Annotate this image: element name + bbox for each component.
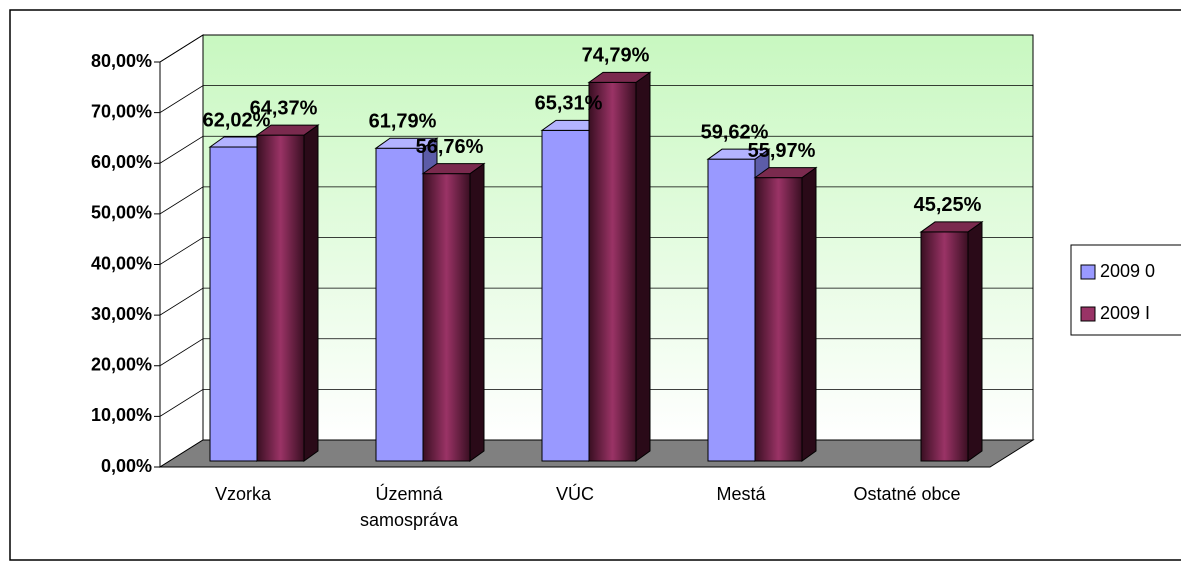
y-tick-label: 60,00% xyxy=(91,152,152,172)
data-label: 55,97% xyxy=(748,140,816,162)
data-label: 56,76% xyxy=(416,136,484,158)
y-tick-label: 70,00% xyxy=(91,101,152,121)
bar-front xyxy=(707,158,756,462)
data-label: 45,25% xyxy=(914,194,982,216)
bar-front xyxy=(588,81,637,462)
bar-top xyxy=(919,221,984,233)
bar-side xyxy=(469,162,485,462)
bar xyxy=(255,124,320,462)
bar-front xyxy=(375,147,424,462)
bar xyxy=(587,71,652,462)
bar-front xyxy=(256,134,305,462)
legend-label: 2009 0 xyxy=(1100,261,1155,281)
bar xyxy=(919,220,984,462)
grid-line xyxy=(159,85,1033,113)
bar-front xyxy=(541,129,590,462)
grid-line xyxy=(159,34,1033,63)
bar-side xyxy=(635,71,651,462)
bar-top xyxy=(421,163,486,175)
bar xyxy=(753,166,818,462)
bar-side xyxy=(801,166,817,462)
data-label: 62,02% xyxy=(203,109,271,131)
data-label: 61,79% xyxy=(369,110,437,132)
y-tick-label: 50,00% xyxy=(91,203,152,223)
bar-top xyxy=(255,124,320,136)
data-label: 59,62% xyxy=(701,121,769,143)
data-label: 65,31% xyxy=(535,93,603,115)
grid-line xyxy=(159,135,1033,164)
legend-label: 2009 I xyxy=(1100,303,1150,323)
y-tick-label: 80,00% xyxy=(91,51,152,71)
bar-front xyxy=(920,231,969,462)
y-tick-label: 10,00% xyxy=(91,405,152,425)
y-tick-label: 0,00% xyxy=(101,456,152,476)
bar-top xyxy=(374,137,439,149)
bar-top xyxy=(587,71,652,83)
bar-front xyxy=(209,146,258,462)
x-tick-label: Územná samospráva xyxy=(359,484,459,530)
bar xyxy=(421,162,486,462)
bar-top xyxy=(706,148,771,160)
bar-front xyxy=(754,177,803,462)
x-tick-label: Vzorka xyxy=(214,484,272,504)
legend-swatch xyxy=(1080,264,1096,280)
bar-front xyxy=(422,173,471,462)
y-tick-label: 20,00% xyxy=(91,355,152,375)
x-tick-label: Mestá xyxy=(716,484,766,504)
bar-side xyxy=(303,124,319,462)
x-tick-label: Ostatné obce xyxy=(853,484,961,504)
data-label: 74,79% xyxy=(582,45,650,67)
bar-top xyxy=(753,167,818,179)
x-tick-label: VÚC xyxy=(555,484,594,504)
y-tick-label: 40,00% xyxy=(91,253,152,273)
y-tick-label: 30,00% xyxy=(91,304,152,324)
legend-swatch xyxy=(1080,306,1096,322)
data-label: 64,37% xyxy=(250,97,318,119)
bar-side xyxy=(967,220,983,462)
chart-border xyxy=(9,9,1181,561)
